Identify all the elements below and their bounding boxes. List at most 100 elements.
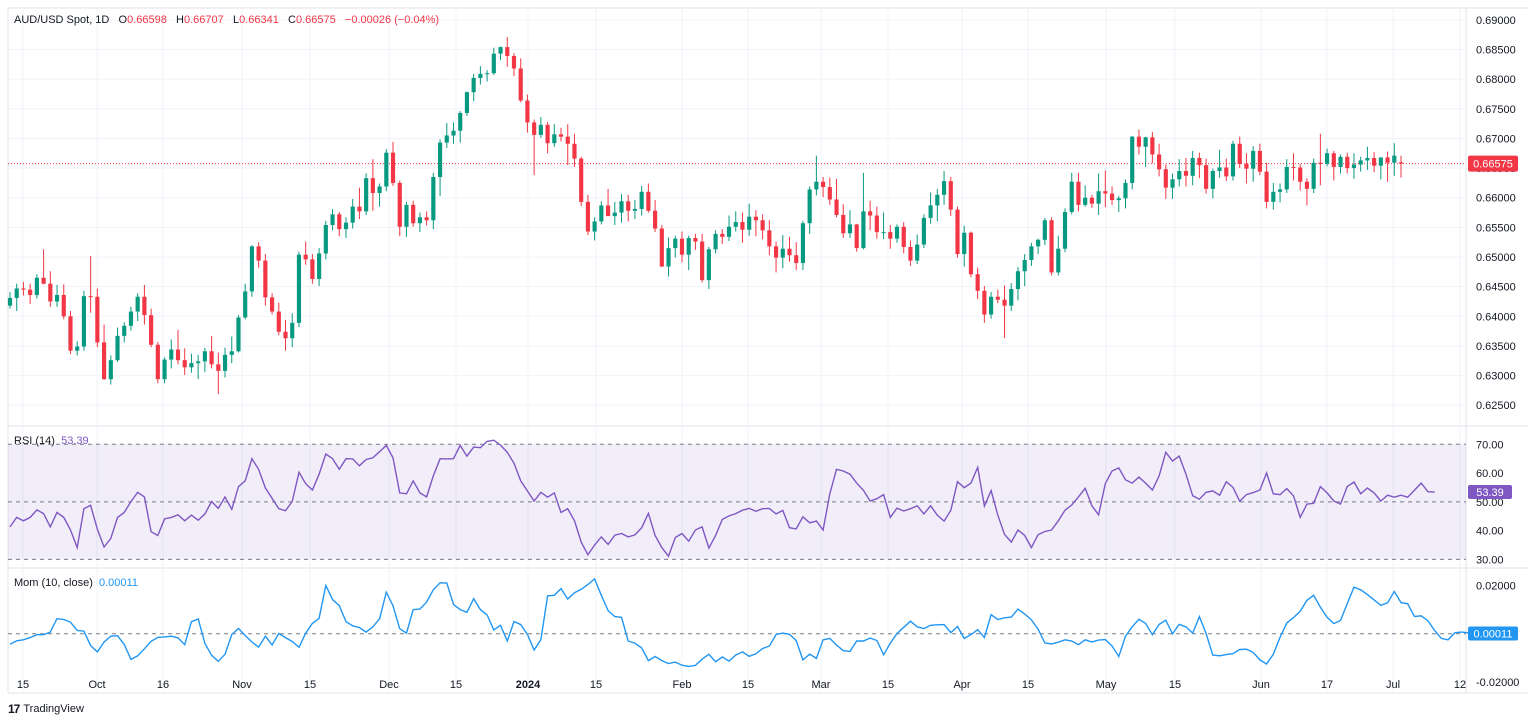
candle-body [1163,169,1168,188]
candle-body [108,360,113,380]
candle-body [196,361,201,364]
candle-body [653,210,658,229]
candle-body [538,124,543,135]
candle-body [1109,193,1115,201]
candle-body [357,206,362,212]
candle-body [95,296,100,343]
candle-body [417,217,422,224]
candle-body [1036,239,1041,247]
mom-legend: Mom (10, close) 0.00011 [14,577,138,589]
candle-body [921,217,926,245]
candle-body [827,187,832,200]
candle-body [619,201,624,213]
candle-body [149,315,154,345]
open-label: O [118,14,128,26]
mom-value: 0.00011 [98,577,138,589]
candle-body [767,230,772,247]
candle-body [760,220,765,231]
candle-body [592,221,597,232]
candle-body [753,216,758,221]
symbol-title[interactable]: AUD/USD Spot, 1D [14,14,110,26]
candle-body [1002,299,1007,306]
candle-body [343,222,349,230]
candle-body [1022,259,1027,272]
rsi-value-tag [1468,485,1512,500]
candle-body [1210,171,1215,189]
candle-body [579,158,584,202]
candle-body [1083,197,1088,205]
candle-body [243,291,248,318]
x-tick-label: 15 [1169,679,1181,691]
candle-body [968,232,974,275]
candle-body [142,296,147,316]
candle-body [478,73,483,78]
candle-body [182,360,187,368]
candle-body [847,224,853,234]
candle-body [7,297,13,306]
rsi-value-label: 53.39 [1476,487,1504,499]
candle-body [962,232,967,255]
candle-body [673,238,678,249]
candle-body [431,176,436,221]
candle-body [1143,137,1148,147]
candle-body [491,53,496,74]
high-value: 0.66707 [184,14,224,26]
candle-body [290,322,295,339]
candle-body [404,204,409,227]
candle-body [303,254,308,260]
candle-body [155,344,160,380]
mom-title[interactable]: Mom (10, close) [14,577,93,589]
candle-body [364,178,369,212]
candle-body [841,214,846,234]
candle-body [626,201,631,211]
mom-tick-label: -0.02000 [1476,677,1519,689]
candle-body [1338,156,1343,167]
x-tick-label: May [1096,679,1117,691]
candle-body [28,289,33,295]
x-tick-label: 15 [1022,679,1034,691]
tradingview-brand[interactable]: 17 TradingView [8,702,84,716]
x-tick-label: Nov [232,679,252,691]
candle-body [1304,181,1310,189]
candle-body [323,225,328,254]
candle-body [276,311,281,332]
rsi-title[interactable]: RSI (14) [14,435,55,447]
candle-body [572,143,577,159]
rsi-tick-label: 50.00 [1476,497,1504,509]
candle-body [41,277,46,284]
candle-body [706,249,711,281]
x-tick-label: Apr [953,679,970,691]
candle-body [1392,155,1397,163]
open-value: 0.66598 [127,14,167,26]
candle-body [915,244,920,261]
candle-body [1331,153,1336,167]
candle-body [1398,162,1404,164]
candle-body [901,226,906,247]
candle-body [61,294,66,317]
candle-body [411,204,416,224]
candle-body [222,354,228,371]
candle-body [1230,143,1236,177]
candle-body [263,260,268,298]
candle-body [1069,181,1074,212]
candle-body [135,296,140,312]
candle-body [1244,163,1249,169]
candle-body [1284,166,1289,190]
x-tick-label: 16 [157,679,169,691]
candle-body [384,152,389,187]
candle-body [1123,182,1128,199]
candle-body [666,248,671,267]
last-price-label: 0.66575 [1473,159,1513,171]
candle-body [397,182,402,227]
candle-body [1096,191,1101,204]
rsi-tick-label: 60.00 [1476,468,1504,480]
rsi-legend: RSI (14) 53.39 [14,435,89,447]
mom-value-label: 0.00011 [1474,629,1513,641]
x-tick-label: Jul [1386,679,1400,691]
candle-body [525,100,530,123]
candle-body [639,191,644,209]
candle-body [296,254,302,323]
candle-body [1385,157,1390,163]
candle-body [605,205,611,217]
